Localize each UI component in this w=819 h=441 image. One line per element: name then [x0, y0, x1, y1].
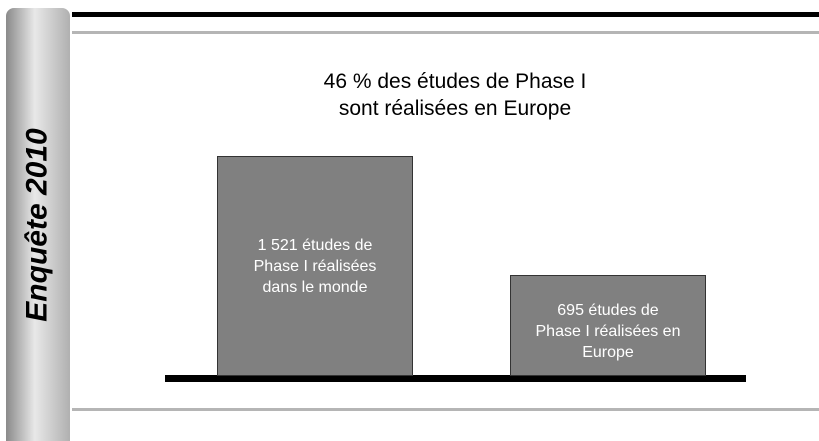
bar: 695 études de Phase I réalisées en Europ…: [510, 275, 706, 376]
top-rule: [72, 12, 819, 17]
sidebar-label-box: Enquête 2010: [6, 8, 70, 441]
chart-title: 46 % des études de Phase I sont réalisée…: [323, 70, 587, 120]
bar-label: 1 521 études de Phase I réalisées dans l…: [253, 236, 377, 296]
top-rule-gray: [72, 31, 819, 34]
bottom-rule-gray: [72, 408, 819, 411]
bar: 1 521 études de Phase I réalisées dans l…: [217, 156, 413, 376]
title-box: 46 % des études de Phase I sont réalisée…: [255, 68, 655, 122]
sidebar-label: Enquête 2010: [21, 127, 55, 322]
sidebar: [6, 8, 70, 441]
bar-label: 695 études de Phase I réalisées en Europ…: [535, 301, 681, 361]
baseline: [165, 375, 746, 382]
